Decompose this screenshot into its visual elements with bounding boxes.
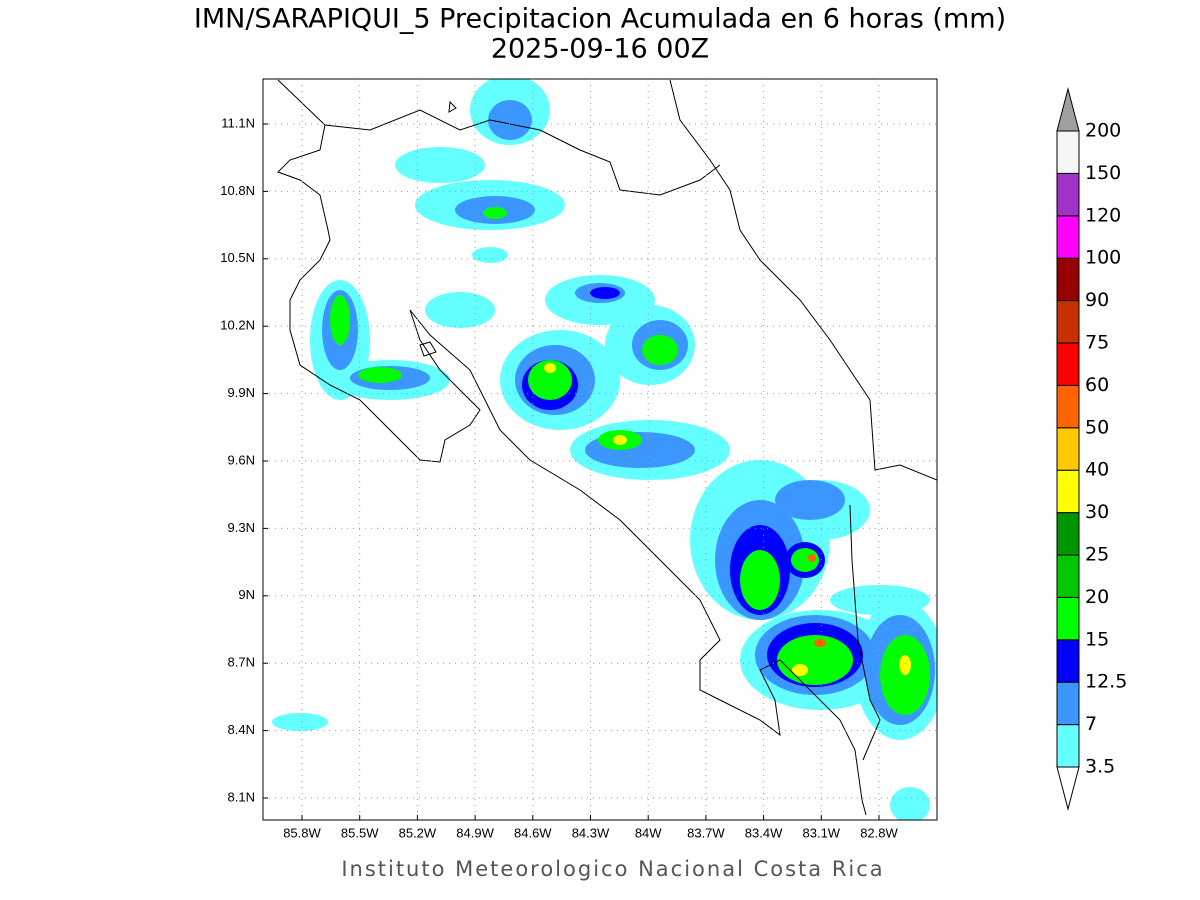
colorbar-label: 40	[1085, 459, 1109, 481]
colorbar-label: 20	[1085, 586, 1109, 608]
lon-label: 83.7W	[687, 825, 725, 840]
colorbar-label: 200	[1085, 120, 1121, 142]
lat-label: 8.7N	[228, 655, 255, 670]
colorbar-triangle	[1056, 87, 1080, 132]
lon-label: 83.4W	[745, 825, 783, 840]
lon-label: 85.2W	[399, 825, 437, 840]
colorbar-box	[1056, 512, 1080, 556]
colorbar-box	[1056, 469, 1080, 514]
colorbar-box	[1056, 724, 1080, 768]
footer: Instituto Meteorologico Nacional Costa R…	[341, 857, 884, 881]
colorbar-box	[1056, 596, 1080, 641]
lon-label: 83.1W	[803, 825, 841, 840]
colorbar-box	[1056, 554, 1080, 598]
lat-label: 10.2N	[220, 318, 255, 333]
colorbar-box	[1056, 300, 1080, 344]
colorbar-box	[1056, 130, 1080, 174]
colorbar-box	[1056, 681, 1080, 726]
map: 11.1N 10.8N 10.5N 10.2N 9.9N 9.6N 9.3N 9N 8.7N 8.…	[220, 78, 938, 840]
colorbar-label: 75	[1085, 332, 1109, 354]
lon-label: 84.3W	[572, 825, 610, 840]
lat-label: 10.8N	[220, 183, 255, 198]
colorbar-box	[1056, 215, 1080, 259]
colorbar-label: 12.5	[1085, 671, 1127, 693]
colorbar-label: 3.5	[1085, 756, 1115, 778]
colorbar-box	[1056, 639, 1080, 683]
lat-label: 9.6N	[228, 452, 255, 467]
colorbar-label: 15	[1085, 628, 1109, 650]
colorbar-label: 90	[1085, 289, 1109, 311]
lat-label: 10.5N	[220, 250, 255, 265]
lon-label: 84.6W	[514, 825, 552, 840]
colorbar-label: 100	[1085, 247, 1121, 269]
lon-label: 84W	[635, 825, 662, 840]
lat-label: 9.3N	[228, 520, 255, 535]
colorbar-label: 7	[1085, 713, 1097, 735]
colorbar-label: 30	[1085, 501, 1109, 523]
subtitle: 2025-09-16 00Z	[491, 34, 709, 65]
colorbar-box	[1056, 172, 1080, 217]
lon-label: 84.9W	[456, 825, 494, 840]
colorbar-label: 120	[1085, 204, 1121, 226]
lat-label: 9.9N	[228, 385, 255, 400]
colorbar-box	[1056, 384, 1080, 429]
lon-label: 82.8W	[860, 825, 898, 840]
title: IMN/SARAPIQUI_5 Precipitacion Acumulada …	[194, 4, 1006, 35]
lon-label: 85.8W	[283, 825, 321, 840]
colorbar-label: 60	[1085, 374, 1109, 396]
lat-label: 11.1N	[221, 115, 255, 130]
colorbar-triangle	[1056, 766, 1080, 811]
colorbar-box	[1056, 257, 1080, 302]
lat-label: 8.1N	[228, 789, 255, 804]
colorbar-box	[1056, 342, 1080, 386]
precipitation	[272, 79, 937, 820]
colorbar: 3.5 7 12.5 15 20 25 30 40 50 60 75 90 100 120 150 200	[1056, 87, 1127, 811]
colorbar-label: 150	[1085, 162, 1121, 184]
lat-label: 8.4N	[228, 722, 255, 737]
colorbar-label: 25	[1085, 544, 1109, 566]
lon-label: 85.5W	[341, 825, 379, 840]
colorbar-box	[1056, 427, 1080, 471]
lat-label: 9N	[238, 587, 255, 602]
colorbar-label: 50	[1085, 416, 1109, 438]
map-frame	[262, 78, 938, 821]
